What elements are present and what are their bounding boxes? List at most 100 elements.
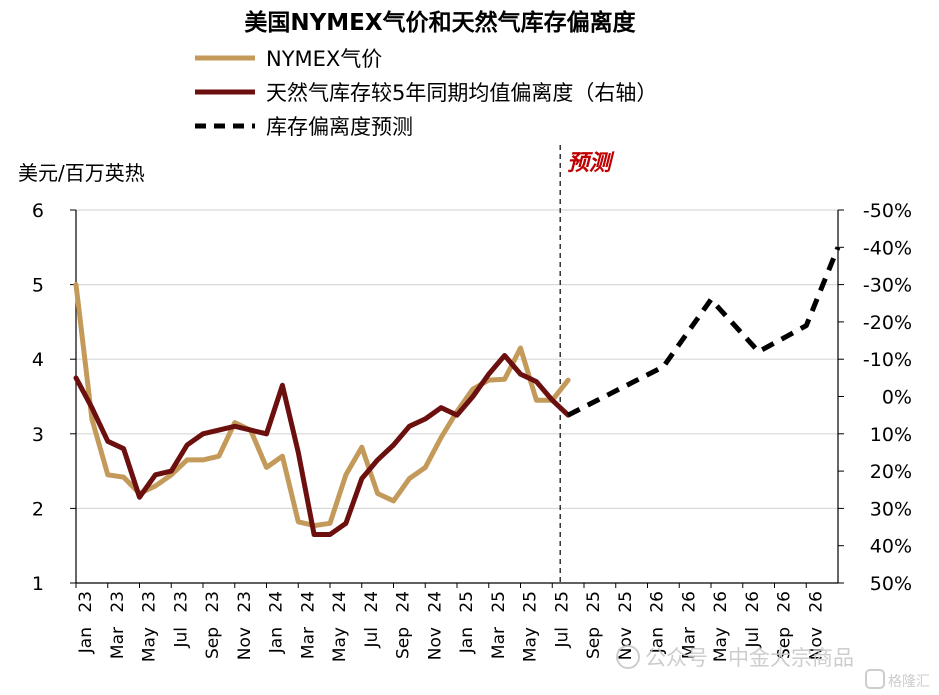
- x-tick-year: 23: [203, 591, 223, 613]
- x-tick-month: May: [140, 627, 160, 662]
- x-tick-month: Sep: [775, 627, 795, 659]
- x-tick-year: 26: [806, 591, 826, 613]
- right-tick-label: -40%: [863, 237, 912, 259]
- x-tick-label: 26 Nov: [806, 591, 826, 660]
- x-tick-month: Jul: [171, 627, 191, 649]
- x-tick-label: 24 Mar: [298, 591, 318, 659]
- right-tick-label: 40%: [870, 536, 912, 558]
- x-tick-month: Sep: [203, 627, 223, 659]
- series-line-1: [73, 353, 571, 537]
- series-line-2: [566, 246, 841, 418]
- right-tick-label: 0%: [882, 387, 912, 409]
- x-tick-month: May: [711, 627, 731, 662]
- x-tick-month: Nov: [425, 627, 445, 660]
- x-tick-year: 24: [298, 591, 318, 613]
- watermark-source: 公众号 · 中金大宗商品: [645, 646, 854, 670]
- x-tick-month: Jan: [648, 627, 668, 654]
- left-tick-label: 2: [32, 498, 44, 520]
- x-tick-label: 23 Jul: [171, 591, 191, 649]
- x-tick-year: 25: [552, 591, 572, 613]
- gridlines: [76, 209, 838, 509]
- x-tick-year: 25: [584, 591, 604, 613]
- forecast-label: 预测: [567, 151, 615, 176]
- chart-title: 美国NYMEX气价和天然气库存偏离度: [244, 9, 636, 36]
- x-tick-year: 25: [521, 591, 541, 613]
- x-tick-year: 26: [711, 591, 731, 613]
- right-tick-label: 30%: [870, 498, 912, 520]
- x-tick-year: 24: [267, 591, 287, 613]
- x-tick-month: Jan: [267, 627, 287, 654]
- left-tick-label: 6: [32, 200, 44, 222]
- gelonghui-logo-icon: [865, 669, 885, 689]
- x-tick-label: 23 Sep: [203, 591, 223, 659]
- x-tick-year: 25: [616, 591, 636, 613]
- x-tick-month: Sep: [394, 627, 414, 659]
- x-tick-month: Nov: [806, 627, 826, 660]
- x-tick-label: 24 Jan: [267, 591, 287, 654]
- x-tick-year: 23: [76, 591, 96, 613]
- x-tick-year: 26: [648, 591, 668, 613]
- x-tick-month: May: [521, 627, 541, 662]
- x-tick-month: Sep: [584, 627, 604, 659]
- x-tick-year: 25: [457, 591, 477, 613]
- legend-label-forecast: 库存偏离度预测: [266, 115, 413, 139]
- x-tick-month: Nov: [235, 627, 255, 660]
- watermark-logo: 格隆汇: [888, 674, 930, 690]
- x-tick-month: Mar: [679, 627, 699, 659]
- x-tick-month: Jul: [552, 627, 572, 649]
- legend-label-inventory: 天然气库存较5年同期均值偏离度（右轴）: [266, 81, 657, 105]
- x-tick-label: 25 Jul: [552, 591, 572, 649]
- x-tick-year: 24: [330, 591, 350, 613]
- left-tick-label: 5: [32, 275, 44, 297]
- legend: NYMEX气价 天然气库存较5年同期均值偏离度（右轴） 库存偏离度预测: [195, 47, 657, 139]
- left-tick-label: 4: [32, 349, 44, 371]
- x-tick-year: 25: [489, 591, 509, 613]
- wechat-icon: [616, 645, 640, 669]
- x-axis-ticks: 23 Jan 23 Mar 23 May 23 Jul 23 Sep 23 Nov 24 Jan 24 Mar…: [75, 583, 826, 662]
- x-tick-year: 26: [743, 591, 763, 613]
- x-tick-month: Mar: [108, 627, 128, 659]
- left-axis-unit: 美元/百万英热: [18, 161, 145, 185]
- right-tick-label: -10%: [863, 349, 912, 371]
- x-tick-label: 24 May: [330, 591, 350, 662]
- x-tick-month: May: [330, 627, 350, 662]
- x-tick-month: Jan: [457, 627, 477, 654]
- x-tick-label: 24 Nov: [425, 591, 445, 660]
- left-axis-ticks: 1 2 3 4 5 6: [32, 200, 76, 595]
- x-tick-year: 26: [775, 591, 795, 613]
- x-tick-label: 23 Jan: [76, 591, 96, 654]
- x-tick-month: Mar: [489, 627, 509, 659]
- right-tick-label: -20%: [863, 312, 912, 334]
- right-tick-label: -30%: [863, 275, 912, 297]
- x-tick-year: 23: [171, 591, 191, 613]
- x-tick-label: 26 Jul: [743, 591, 763, 649]
- x-tick-year: 24: [362, 591, 382, 613]
- left-tick-label: 1: [32, 573, 44, 595]
- x-tick-label: 26 Sep: [775, 591, 795, 659]
- right-tick-label: 20%: [870, 461, 912, 483]
- x-tick-label: 23 Nov: [235, 591, 255, 660]
- series-line-0: [73, 282, 571, 529]
- x-tick-label: 25 Mar: [489, 591, 509, 659]
- x-tick-month: Nov: [616, 627, 636, 660]
- x-tick-label: 25 Jan: [457, 591, 477, 654]
- x-tick-month: Jul: [362, 627, 382, 649]
- x-tick-label: 26 May: [711, 591, 731, 662]
- x-tick-year: 23: [235, 591, 255, 613]
- watermark: 公众号 · 中金大宗商品 格隆汇: [616, 645, 930, 690]
- x-tick-label: 25 Sep: [584, 591, 604, 659]
- legend-label-nymex: NYMEX气价: [266, 47, 382, 71]
- x-tick-label: 23 May: [140, 591, 160, 662]
- series-layer: [73, 246, 841, 537]
- x-tick-label: 23 Mar: [108, 591, 128, 659]
- axes: [75, 210, 839, 584]
- x-tick-year: 26: [679, 591, 699, 613]
- x-tick-label: 25 Nov: [616, 591, 636, 660]
- x-tick-label: 24 Sep: [394, 591, 414, 659]
- x-tick-label: 26 Mar: [679, 591, 699, 659]
- x-tick-year: 23: [140, 591, 160, 613]
- x-tick-year: 23: [108, 591, 128, 613]
- x-tick-year: 24: [425, 591, 445, 613]
- left-tick-label: 3: [32, 424, 44, 446]
